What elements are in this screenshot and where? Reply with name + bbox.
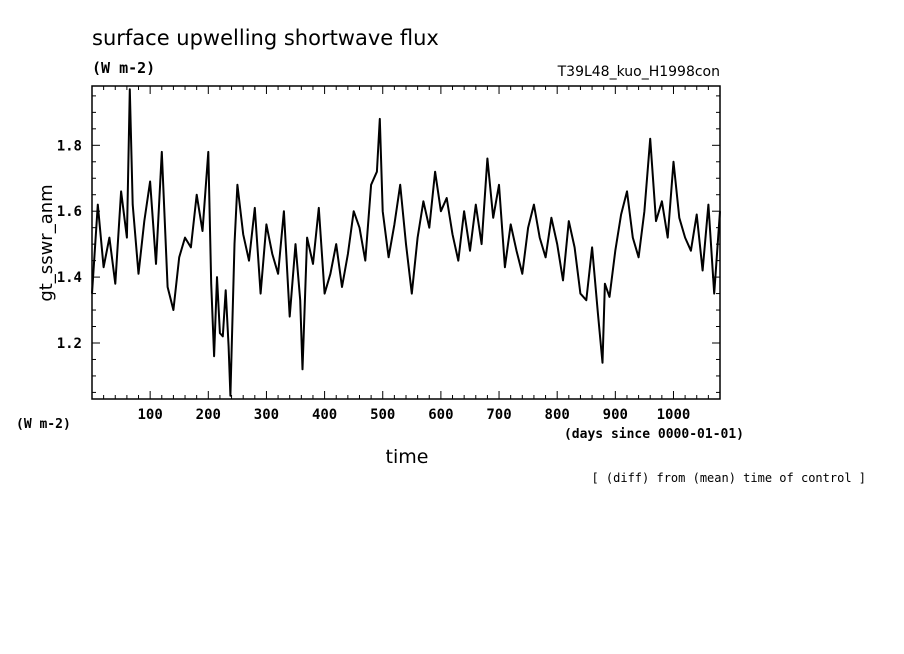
x-tick-label: 500 bbox=[370, 407, 395, 423]
y-tick-label: 1.4 bbox=[57, 270, 82, 286]
y-tick-label: 1.2 bbox=[57, 336, 82, 352]
x-tick-label: 700 bbox=[486, 407, 511, 423]
title-units: (W m-2) bbox=[92, 59, 155, 77]
y-tick-labels: 1.2 1.4 1.6 1.8 bbox=[57, 138, 82, 352]
x-axis-ticks bbox=[103, 86, 709, 399]
x-tick-label: 200 bbox=[196, 407, 221, 423]
x-tick-label: 800 bbox=[545, 407, 570, 423]
y-axis-label: gt_sswr_anm bbox=[36, 184, 57, 301]
x-axis-label: time bbox=[386, 446, 429, 468]
experiment-label: T39L48_kuo_H1998con bbox=[557, 64, 720, 80]
y-axis-units: (W m-2) bbox=[16, 417, 71, 432]
series-line bbox=[91, 88, 721, 397]
x-tick-label: 300 bbox=[254, 407, 279, 423]
y-tick-label: 1.6 bbox=[57, 204, 82, 220]
plot-area bbox=[91, 85, 721, 400]
x-tick-label: 400 bbox=[312, 407, 337, 423]
x-tick-label: 900 bbox=[603, 407, 628, 423]
x-tick-label: 100 bbox=[137, 407, 162, 423]
x-tick-labels: 100 200 300 400 500 600 700 800 900 1000 bbox=[137, 407, 690, 423]
diff-note: [ (diff) from (mean) time of control ] bbox=[591, 471, 866, 485]
y-tick-label: 1.8 bbox=[57, 138, 82, 154]
x-tick-label: 600 bbox=[428, 407, 453, 423]
x-axis-units: (days since 0000-01-01) bbox=[564, 427, 744, 442]
x-tick-label: 1000 bbox=[657, 407, 691, 423]
chart-title: surface upwelling shortwave flux bbox=[92, 26, 439, 50]
